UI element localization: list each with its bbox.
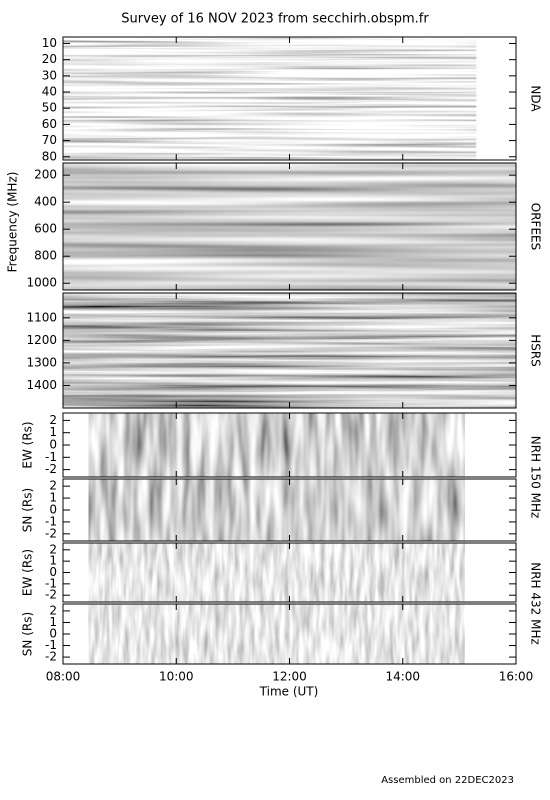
x-tick-label: 10:00: [159, 670, 194, 684]
x-tick-label: 12:00: [272, 670, 307, 684]
y-tick-label: 70: [42, 133, 57, 147]
y-tick-label: 1300: [26, 355, 57, 369]
y-tick-label: -1: [45, 638, 57, 652]
y-tick-label: 80: [42, 149, 57, 163]
footer: Assembled on 22DEC2023: [381, 775, 514, 786]
x-axis-title: Time (UT): [259, 685, 319, 699]
panel-y-label: SN (Rs): [21, 488, 35, 532]
y-tick-label: 60: [42, 117, 57, 131]
y-tick-label: 1100: [26, 310, 57, 324]
y-tick-label: 200: [34, 168, 57, 182]
spectrogram-image: [88, 543, 466, 602]
y-tick-label: -2: [45, 588, 57, 602]
y-tick-label: 1: [49, 554, 57, 568]
y-tick-label: 40: [42, 85, 57, 99]
y-tick-label: -1: [45, 576, 57, 590]
spectrogram-image: [88, 604, 466, 664]
panel-y-label: EW (Rs): [21, 421, 35, 468]
y-tick-label: 2: [49, 542, 57, 556]
y-tick-label: 2: [49, 413, 57, 427]
y-tick-label: 0: [49, 438, 57, 452]
y-tick-label: 20: [42, 52, 57, 66]
y-tick-label: 1: [49, 491, 57, 505]
panel-y-label: SN (Rs): [21, 612, 35, 656]
y-tick-label: 2: [49, 603, 57, 617]
y-tick-label: -1: [45, 514, 57, 528]
instrument-label: NRH 432 MHz: [529, 562, 543, 645]
y-tick-label: -1: [45, 450, 57, 464]
y-tick-label: 0: [49, 627, 57, 641]
y-tick-label: 400: [34, 195, 57, 209]
spectrogram-image: [63, 37, 477, 160]
instrument-label: NDA: [529, 85, 543, 112]
instrument-label: HSRS: [529, 334, 543, 367]
x-tick-label: 16:00: [499, 670, 534, 684]
instrument-label: NRH 150 MHz: [529, 436, 543, 519]
y-tick-label: 1200: [26, 333, 57, 347]
y-tick-label: 1400: [26, 378, 57, 392]
y-tick-label: -2: [45, 526, 57, 540]
spectrogram-image: [88, 479, 466, 541]
chart-title: Survey of 16 NOV 2023 from secchirh.obsp…: [121, 12, 429, 27]
y-tick-label: 50: [42, 101, 57, 115]
y-tick-label: 1: [49, 425, 57, 439]
y-axis-title: Frequency (MHz): [6, 172, 20, 273]
spectrogram-image: [63, 163, 516, 290]
y-tick-label: 10: [42, 36, 57, 50]
y-tick-label: 800: [34, 249, 57, 263]
y-tick-label: 2: [49, 479, 57, 493]
y-tick-label: 30: [42, 68, 57, 82]
panel-y-label: EW (Rs): [21, 549, 35, 596]
y-tick-label: 600: [34, 222, 57, 236]
y-tick-label: 0: [49, 565, 57, 579]
instrument-label: ORFEES: [529, 203, 543, 250]
x-tick-label: 08:00: [46, 670, 81, 684]
y-tick-label: 1000: [26, 276, 57, 290]
y-tick-label: -2: [45, 650, 57, 664]
y-tick-label: -2: [45, 462, 57, 476]
y-tick-label: 1: [49, 615, 57, 629]
y-tick-label: 0: [49, 503, 57, 517]
spectrogram-image: [88, 413, 466, 477]
x-tick-label: 14:00: [385, 670, 420, 684]
spectrogram-image: [63, 293, 516, 408]
